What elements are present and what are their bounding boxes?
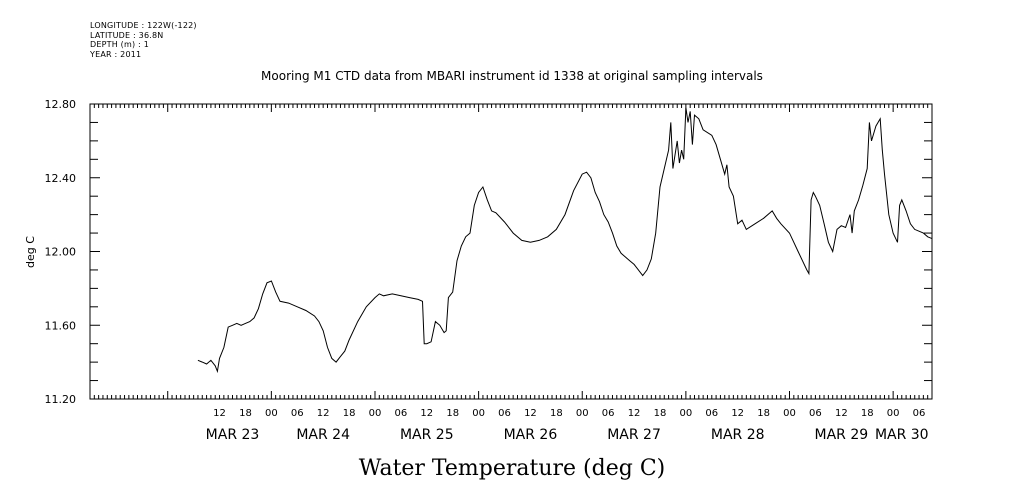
x-date-label: MAR 28 [711,427,765,443]
bottom-label: Water Temperature (deg C) [359,456,666,481]
y-tick-label: 11.20 [45,393,77,406]
x-tick-label: 06 [498,408,511,419]
tick-marks [90,103,932,400]
tick-labels: 11.20 11.60 12.00 12.40 12.80 12 18 00 06 12 18 00 0… [45,98,929,443]
x-tick-label: 12 [524,408,537,419]
x-tick-label: 00 [783,408,796,419]
x-tick-label: 06 [602,408,615,419]
x-date-label: MAR 25 [400,427,454,443]
x-date-label: MAR 23 [206,427,260,443]
latitude-label: LATITUDE : 36.8N [90,30,164,40]
chart-title: Mooring M1 CTD data from MBARI instrumen… [261,69,763,83]
x-tick-label: 12 [835,408,848,419]
metadata-block: LONGITUDE : 122W(-122) LATITUDE : 36.8N … [90,21,197,59]
x-date-label: MAR 30 [875,427,929,443]
y-tick-label: 12.00 [45,246,77,259]
x-tick-label: 00 [265,408,278,419]
x-tick-label: 00 [576,408,589,419]
x-tick-label: 12 [420,408,433,419]
y-axis-label: deg C [24,236,37,268]
x-date-label: MAR 24 [296,427,350,443]
x-tick-label: 18 [550,408,563,419]
x-tick-label: 00 [680,408,693,419]
x-tick-label: 06 [395,408,408,419]
longitude-label: LONGITUDE : 122W(-122) [90,21,197,30]
y-tick-label: 12.80 [45,98,77,111]
x-tick-label: 18 [654,408,667,419]
x-tick-label: 12 [731,408,744,419]
temperature-series-line [197,107,933,374]
x-tick-label: 18 [861,408,874,419]
x-date-label: MAR 29 [814,427,868,443]
x-date-label: MAR 26 [504,427,558,443]
x-tick-label: 12 [628,408,641,419]
x-tick-label: 18 [446,408,459,419]
y-tick-label: 11.60 [45,319,77,332]
x-tick-label: 00 [369,408,382,419]
x-tick-label: 18 [239,408,252,419]
x-tick-label: 12 [317,408,330,419]
x-tick-label: 06 [291,408,304,419]
x-tick-label: 06 [705,408,718,419]
x-tick-label: 06 [913,408,926,419]
plot-frame [89,103,933,400]
x-tick-label: 00 [472,408,485,419]
x-date-label: MAR 27 [607,427,661,443]
x-tick-label: 18 [343,408,356,419]
x-tick-label: 18 [757,408,770,419]
x-tick-label: 12 [213,408,226,419]
depth-label: DEPTH (m) : 1 [90,40,149,49]
year-label: YEAR : 2011 [90,49,142,59]
y-tick-label: 12.40 [45,172,77,185]
x-tick-label: 06 [809,408,822,419]
x-tick-label: 00 [887,408,900,419]
